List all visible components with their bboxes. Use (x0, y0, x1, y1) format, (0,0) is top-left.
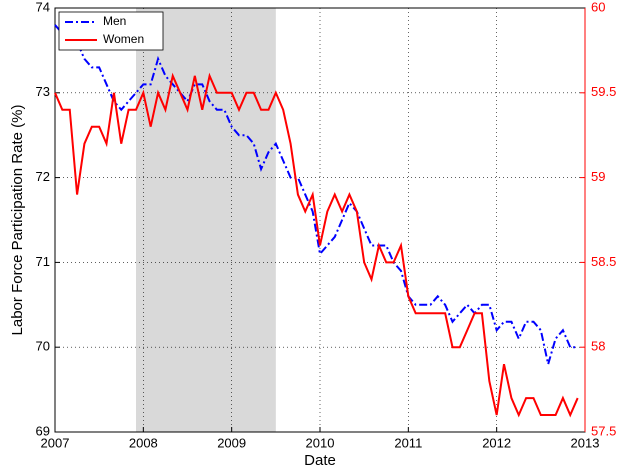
y-axis-label: Labor Force Participation Rate (%) (9, 105, 26, 336)
y2-tick-label: 59.5 (591, 84, 616, 99)
legend-label: Women (103, 32, 144, 46)
y2-tick-label: 57.5 (591, 423, 616, 438)
legend-label: Men (103, 14, 126, 28)
series-line (54, 72, 579, 418)
series-line (54, 24, 578, 365)
x-tick-label: 2010 (306, 435, 335, 450)
x-tick-label: 2008 (129, 435, 158, 450)
y2-tick-label: 58 (591, 339, 605, 354)
y2-tick-label: 60 (591, 0, 605, 14)
legend-box (58, 11, 164, 51)
x-tick-label: 2007 (41, 435, 70, 450)
y-tick-label: 74 (36, 0, 50, 14)
recession-shade (136, 8, 276, 432)
y2-tick-label: 58.5 (591, 254, 616, 269)
x-tick-label: 2011 (394, 435, 422, 450)
y-tick-label: 72 (36, 169, 50, 184)
y-tick-label: 70 (36, 339, 50, 354)
x-axis-label: Date (304, 452, 336, 469)
x-tick-label: 2012 (482, 435, 511, 450)
y-tick-label: 71 (36, 254, 50, 269)
y2-tick-label: 59 (591, 169, 605, 184)
x-tick-label: 2009 (217, 435, 246, 450)
x-tick-label: 2013 (571, 435, 600, 450)
y-tick-label: 69 (36, 423, 50, 438)
y-tick-label: 73 (36, 84, 50, 99)
